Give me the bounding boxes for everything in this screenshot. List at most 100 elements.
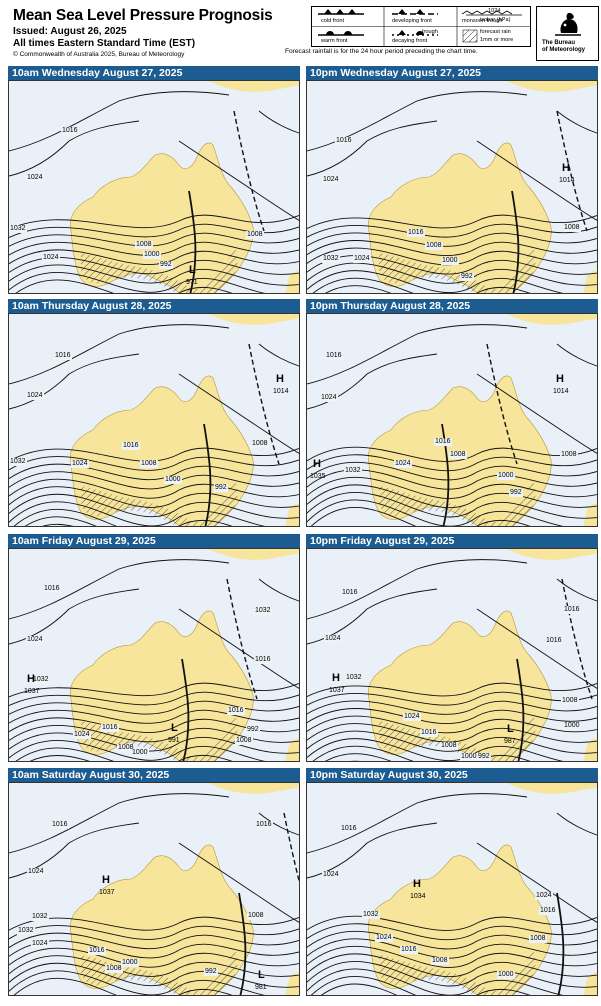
isobar-label: 1008 xyxy=(117,744,135,752)
high-pressure-center: H xyxy=(332,672,340,684)
isobar-label: 1024 xyxy=(353,255,371,263)
panel-title: 10am Thursday August 28, 2025 xyxy=(8,299,300,313)
logo-text: The Bureau of Meteorology xyxy=(542,40,585,53)
cold-front-line xyxy=(181,658,190,761)
isobar-line xyxy=(9,353,140,410)
low-pressure-center: L xyxy=(258,969,265,981)
isobar-line xyxy=(307,931,597,950)
new-zealand-landmass xyxy=(583,270,597,293)
panel-title: 10am Wednesday August 27, 2025 xyxy=(8,66,300,80)
map-canvas xyxy=(9,783,299,995)
isobar-line xyxy=(178,842,299,923)
isobar-line xyxy=(307,938,597,959)
isobar-line xyxy=(9,962,299,988)
isobar-label: 992 xyxy=(477,753,491,761)
isobar-label: 1016 xyxy=(325,352,343,360)
new-zealand-landmass xyxy=(583,972,597,995)
isobar-label: 1024 xyxy=(26,392,44,400)
pressure-map: 1016 1024 1032 1024 1008 1000 992 1008 L 971 xyxy=(8,80,300,294)
isobar-line xyxy=(307,462,597,481)
new-guinea-landmass xyxy=(507,81,597,92)
legend-trough: trough xyxy=(422,29,438,35)
isobar-line xyxy=(9,709,299,724)
isobar-label: 1016 xyxy=(88,947,106,955)
isobar-line xyxy=(9,740,266,761)
isobar-label: 1032 xyxy=(254,607,272,615)
isobar-line xyxy=(307,484,597,509)
isobar-label: 1000 xyxy=(460,753,478,761)
isobar-label: 1008 xyxy=(449,451,467,459)
isobar-label: 1008 xyxy=(135,241,153,249)
isobar-label: 1024 xyxy=(322,871,340,879)
isobar-line xyxy=(30,755,90,761)
new-guinea-landmass xyxy=(209,549,299,560)
legend-symbols-icon xyxy=(312,7,530,46)
isobar-label: 1008 xyxy=(431,957,449,965)
forecast-panel: 10am Saturday August 30, 2025 1016 1024 103… xyxy=(8,768,300,996)
isobar-line xyxy=(9,955,299,977)
isobar-line xyxy=(307,232,597,247)
legend-monsoon-trough: monsoon trough xyxy=(462,18,503,24)
isobar-label: 1032 xyxy=(31,913,49,921)
isobar-label: 992 xyxy=(460,273,474,281)
isobar-label: 1024 xyxy=(403,713,421,721)
isobar-label: 1016 xyxy=(122,442,140,450)
isobar-line xyxy=(307,953,597,978)
logo-line1: The Bureau xyxy=(542,40,576,46)
isobar-line xyxy=(307,700,597,715)
isobar-line xyxy=(9,232,299,248)
isobar-label: 1024 xyxy=(26,636,44,644)
isobar-label: 1024 xyxy=(322,176,340,184)
isobar-label: 1032 xyxy=(9,225,27,233)
high-pressure-center: H xyxy=(276,373,284,385)
isobar-line xyxy=(9,456,299,471)
isobar-label: 1024 xyxy=(73,731,91,739)
isobar-line xyxy=(9,120,140,177)
forecast-rain-area xyxy=(81,480,238,526)
isobar-line xyxy=(24,516,97,526)
isobar-label: 1008 xyxy=(561,697,579,705)
isobar-label: 1016 xyxy=(539,907,557,915)
legend-forecast-rain: forecast rain xyxy=(480,29,511,35)
rainfall-note: Forecast rainfall is for the 24 hour per… xyxy=(285,48,478,55)
pressure-center-value: 1035 xyxy=(310,473,326,480)
pressure-center-value: 1014 xyxy=(553,388,569,395)
isobar-line xyxy=(9,793,230,854)
high-pressure-center: H xyxy=(27,673,35,685)
legend-isobar: isobar (hPa) xyxy=(480,17,511,23)
pressure-center-value: 1037 xyxy=(24,688,40,695)
forecast-rain-area xyxy=(81,247,238,293)
isobar-label: 1032 xyxy=(344,467,362,475)
isobar-line xyxy=(9,682,299,698)
new-zealand-landmass xyxy=(285,270,299,293)
isobar-label: 1008 xyxy=(440,742,458,750)
isobar-line xyxy=(307,446,597,462)
isobar-line xyxy=(178,140,299,221)
isobar-line xyxy=(9,925,299,940)
isobar-line xyxy=(307,492,597,519)
isobar-label: 1016 xyxy=(254,656,272,664)
isobar-label: 1016 xyxy=(420,729,438,737)
isobar-label: 1032 xyxy=(362,911,380,919)
isobar-label: 1032 xyxy=(32,676,50,684)
isobar-line xyxy=(311,507,531,526)
map-canvas xyxy=(9,81,299,293)
new-guinea-landmass xyxy=(507,549,597,560)
low-pressure-center: L xyxy=(171,722,178,734)
isobar-label: 1000 xyxy=(563,722,581,730)
new-guinea-landmass xyxy=(507,314,597,325)
isobar-line xyxy=(9,970,266,995)
isobar-line xyxy=(307,499,564,526)
isobar-label: 1008 xyxy=(247,912,265,920)
isobar-line xyxy=(307,946,597,968)
new-zealand-landmass xyxy=(285,972,299,995)
isobar-label: 1000 xyxy=(121,959,139,967)
new-zealand-landmass xyxy=(285,503,299,526)
panel-title: 10pm Wednesday August 27, 2025 xyxy=(306,66,598,80)
high-pressure-center: H xyxy=(313,458,321,470)
isobar-label: 1008 xyxy=(529,935,547,943)
map-canvas xyxy=(307,81,597,293)
isobar-line xyxy=(312,745,531,761)
isobar-line xyxy=(476,140,597,221)
isobar-line xyxy=(307,822,438,879)
